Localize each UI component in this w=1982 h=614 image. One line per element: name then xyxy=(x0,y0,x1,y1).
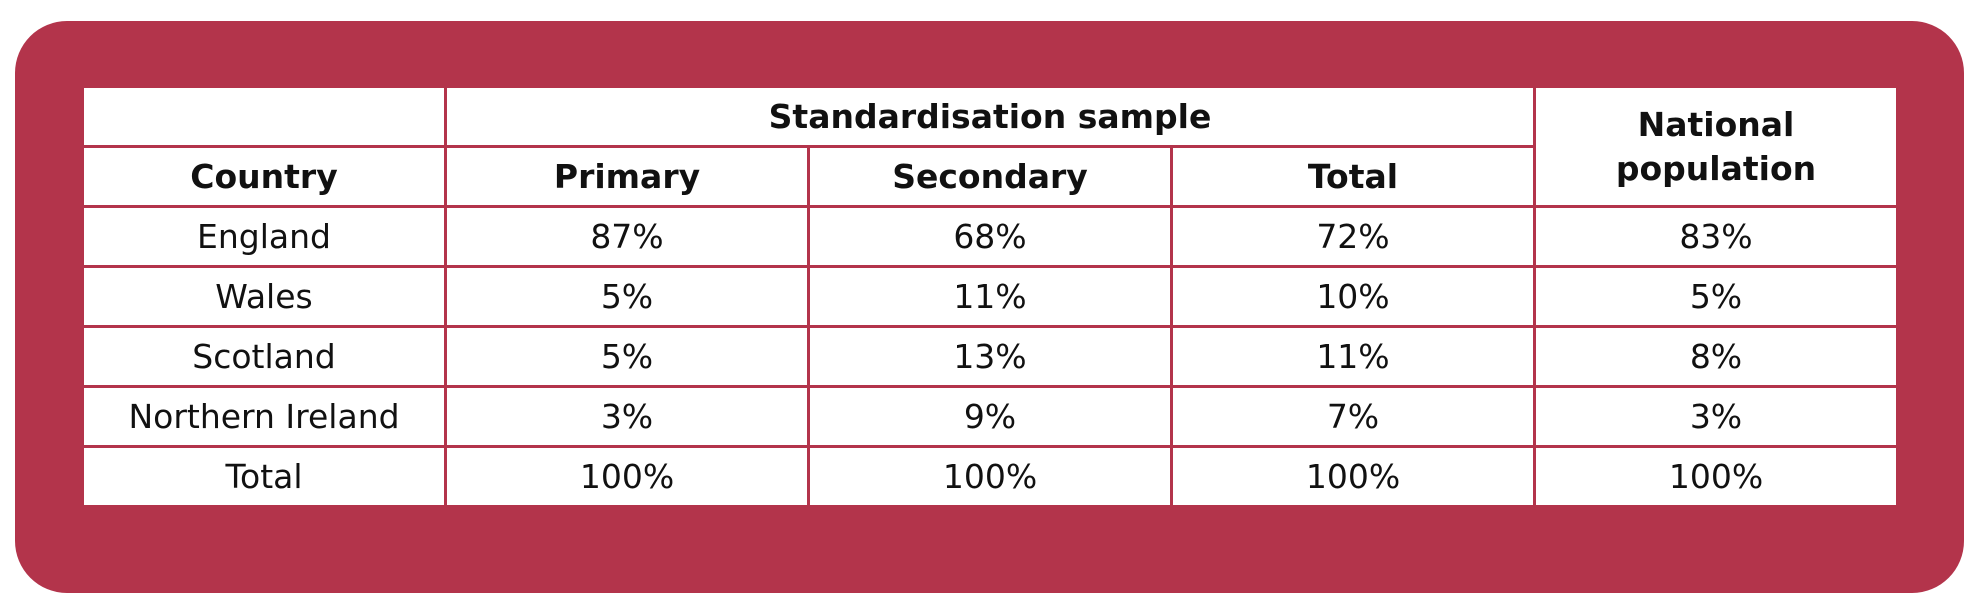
data-table: Standardisation sample National populati… xyxy=(81,85,1899,508)
table-cell: 100% xyxy=(1170,445,1536,508)
group-header: Standardisation sample xyxy=(444,85,1536,148)
table-cell: 72% xyxy=(1170,205,1536,268)
table-cell: 11% xyxy=(1170,325,1536,388)
table-row: Total 100% 100% 100% 100% xyxy=(81,445,1899,508)
row-label: Total xyxy=(81,445,447,508)
header-text: National population xyxy=(1615,104,1817,188)
table-cell: 3% xyxy=(444,385,810,448)
table-row: England 87% 68% 72% 83% xyxy=(81,205,1899,268)
table-cell: 5% xyxy=(444,325,810,388)
row-label: Wales xyxy=(81,265,447,328)
table-row: Scotland 5% 13% 11% 8% xyxy=(81,325,1899,388)
table-head: Standardisation sample National populati… xyxy=(81,85,1899,208)
table-cell: 9% xyxy=(807,385,1173,448)
table-row: Northern Ireland 3% 9% 7% 3% xyxy=(81,385,1899,448)
column-header: Total xyxy=(1170,145,1536,208)
table-cell: 100% xyxy=(444,445,810,508)
column-header: Secondary xyxy=(807,145,1173,208)
table-cell: 100% xyxy=(807,445,1173,508)
table-cell: 100% xyxy=(1533,445,1899,508)
table-cell: 7% xyxy=(1170,385,1536,448)
header-row: Standardisation sample National populati… xyxy=(81,85,1899,208)
table-cell: 68% xyxy=(807,205,1173,268)
row-label: Scotland xyxy=(81,325,447,388)
empty-header xyxy=(81,85,447,148)
column-header: Primary xyxy=(444,145,810,208)
row-label: England xyxy=(81,205,447,268)
table-cell: 5% xyxy=(1533,265,1899,328)
table-cell: 11% xyxy=(807,265,1173,328)
table-cell: 3% xyxy=(1533,385,1899,448)
table-cell: 8% xyxy=(1533,325,1899,388)
header-row: Country Primary Secondary Total xyxy=(81,145,1898,208)
table-cell: 13% xyxy=(807,325,1173,388)
column-header: National population xyxy=(1533,85,1899,208)
row-label: Northern Ireland xyxy=(81,385,447,448)
table-cell: 83% xyxy=(1533,205,1899,268)
table-cell: 87% xyxy=(444,205,810,268)
table-cell: 10% xyxy=(1170,265,1536,328)
column-header: Country xyxy=(81,145,447,208)
table-row: Wales 5% 11% 10% 5% xyxy=(81,265,1899,328)
table-body: England 87% 68% 72% 83% Wales 5% 11% 10% 5% Scotla… xyxy=(81,205,1899,508)
table-cell: 5% xyxy=(444,265,810,328)
